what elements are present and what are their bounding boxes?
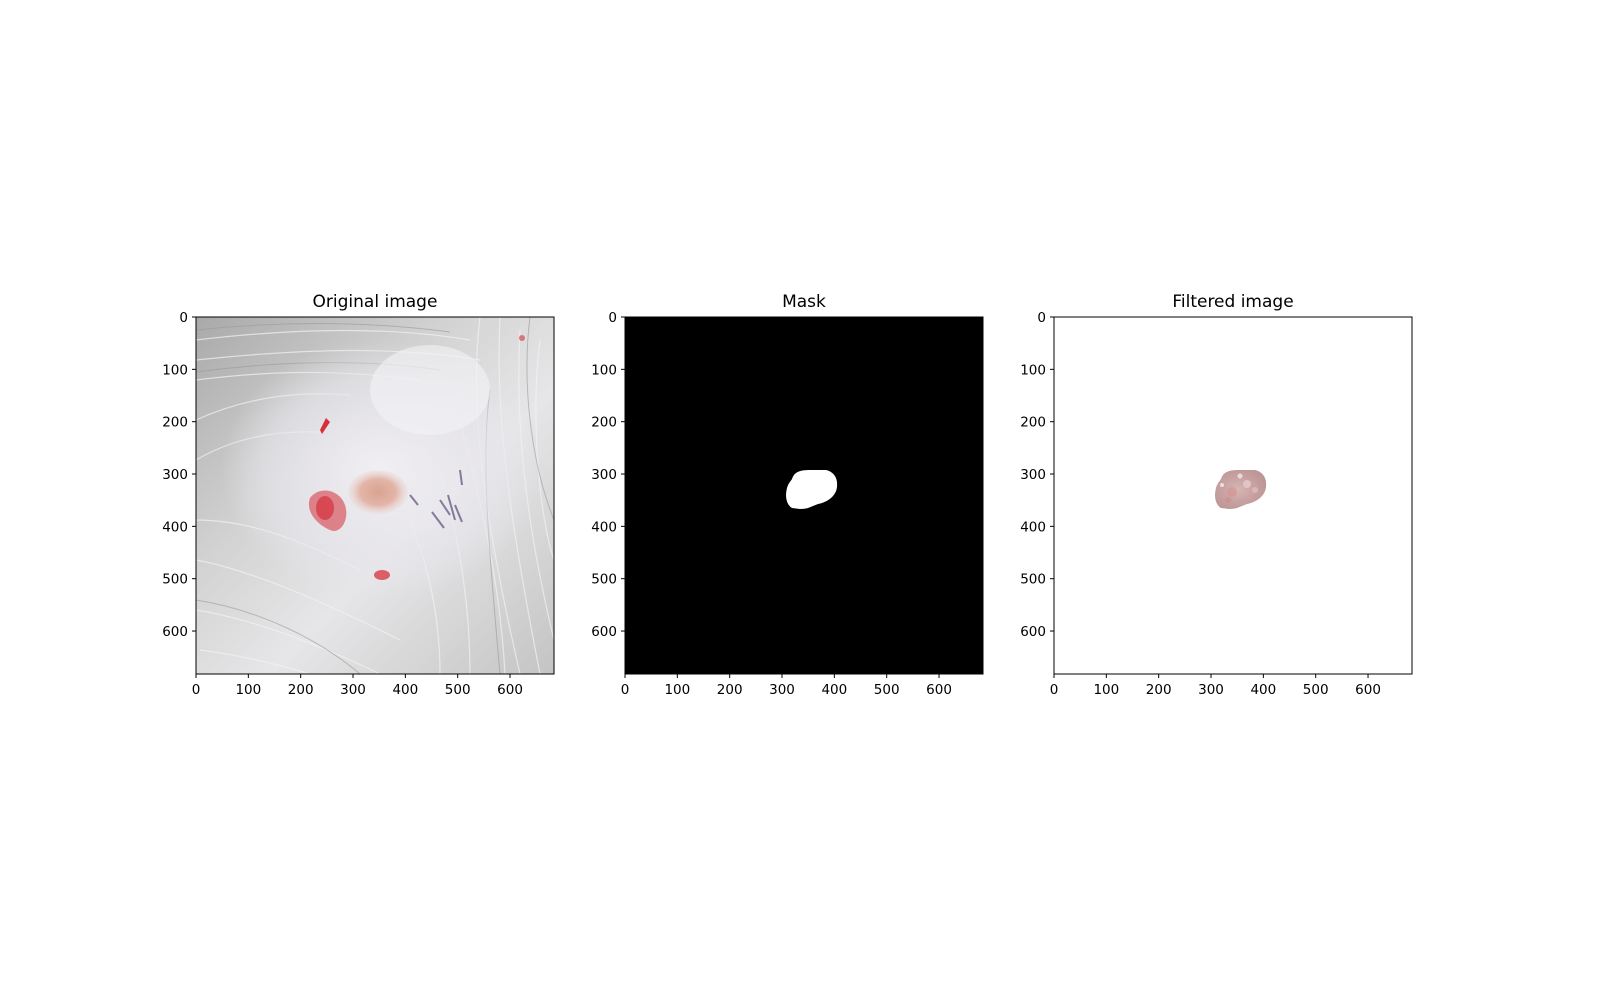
panel-filtered: Filtered image 0 100 200 300 400 500 600 0 100 2… bbox=[1020, 292, 1413, 698]
panel-title-original: Original image bbox=[313, 292, 438, 312]
y-tick-label: 0 bbox=[179, 310, 188, 326]
y-tick-label: 100 bbox=[162, 362, 188, 378]
x-tick-label: 500 bbox=[445, 682, 471, 698]
x-tick-label: 400 bbox=[392, 682, 418, 698]
x-tick-label: 200 bbox=[1146, 682, 1172, 698]
y-axis-filtered: 0 100 200 300 400 500 600 bbox=[1020, 310, 1054, 640]
y-tick-label: 400 bbox=[1020, 519, 1046, 535]
x-tick-label: 0 bbox=[192, 682, 201, 698]
x-tick-label: 0 bbox=[621, 682, 630, 698]
x-tick-label: 0 bbox=[1050, 682, 1059, 698]
y-tick-label: 500 bbox=[162, 572, 188, 588]
y-tick-label: 0 bbox=[1037, 310, 1046, 326]
x-tick-label: 200 bbox=[288, 682, 314, 698]
y-tick-label: 300 bbox=[162, 467, 188, 483]
y-tick-label: 500 bbox=[591, 572, 617, 588]
y-tick-label: 600 bbox=[1020, 624, 1046, 640]
y-tick-label: 200 bbox=[162, 415, 188, 431]
panel-mask: Mask 0 100 200 300 400 500 600 0 100 200 300 400 50… bbox=[591, 292, 984, 698]
y-tick-label: 500 bbox=[1020, 572, 1046, 588]
y-tick-label: 200 bbox=[1020, 415, 1046, 431]
x-tick-label: 400 bbox=[1250, 682, 1276, 698]
x-tick-label: 300 bbox=[1198, 682, 1224, 698]
x-tick-label: 100 bbox=[1093, 682, 1119, 698]
y-tick-label: 600 bbox=[162, 624, 188, 640]
y-tick-label: 300 bbox=[1020, 467, 1046, 483]
y-tick-label: 100 bbox=[591, 362, 617, 378]
panel-title-mask: Mask bbox=[782, 292, 826, 312]
mask-region bbox=[786, 470, 838, 509]
x-tick-label: 100 bbox=[235, 682, 261, 698]
y-axis-original: 0 100 200 300 400 500 600 bbox=[162, 310, 196, 640]
y-tick-label: 400 bbox=[162, 519, 188, 535]
y-axis-mask: 0 100 200 300 400 500 600 bbox=[591, 310, 625, 640]
axes-frame-mask bbox=[624, 316, 984, 675]
x-axis-filtered: 0 100 200 300 400 500 600 bbox=[1050, 674, 1381, 698]
y-tick-label: 400 bbox=[591, 519, 617, 535]
y-tick-label: 100 bbox=[1020, 362, 1046, 378]
x-tick-label: 600 bbox=[1355, 682, 1381, 698]
panel-title-filtered: Filtered image bbox=[1172, 292, 1293, 312]
axes-frame-filtered bbox=[1053, 316, 1413, 675]
y-tick-label: 0 bbox=[608, 310, 617, 326]
x-axis-mask: 0 100 200 300 400 500 600 bbox=[621, 674, 952, 698]
y-tick-label: 300 bbox=[591, 467, 617, 483]
y-tick-label: 200 bbox=[591, 415, 617, 431]
panel-original: Original image bbox=[162, 292, 555, 698]
filtered-lesion-texture bbox=[1220, 473, 1258, 503]
x-tick-label: 600 bbox=[497, 682, 523, 698]
x-tick-label: 400 bbox=[821, 682, 847, 698]
x-tick-label: 300 bbox=[769, 682, 795, 698]
x-tick-label: 600 bbox=[926, 682, 952, 698]
x-tick-label: 100 bbox=[664, 682, 690, 698]
x-tick-label: 200 bbox=[717, 682, 743, 698]
x-tick-label: 500 bbox=[874, 682, 900, 698]
y-tick-label: 600 bbox=[591, 624, 617, 640]
original-photo bbox=[196, 317, 554, 674]
x-tick-label: 300 bbox=[340, 682, 366, 698]
x-axis-original: 0 100 200 300 400 500 600 bbox=[192, 674, 523, 698]
axes-frame-original bbox=[195, 316, 555, 675]
x-tick-label: 500 bbox=[1303, 682, 1329, 698]
